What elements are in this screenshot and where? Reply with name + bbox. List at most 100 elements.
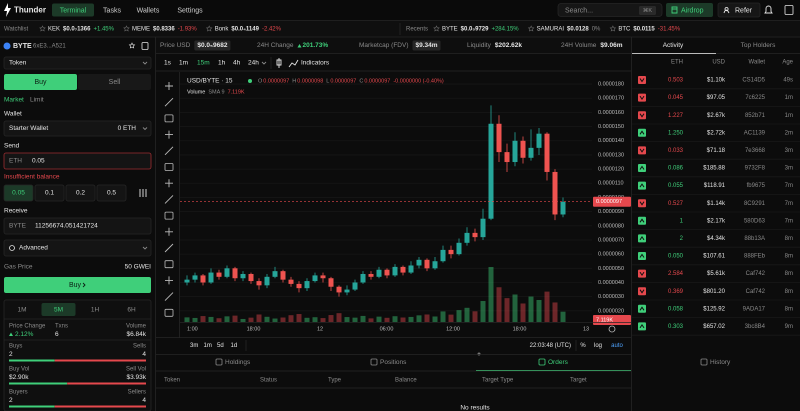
buy-tab[interactable]	[4, 74, 77, 90]
label: 0.05	[32, 158, 45, 165]
tool-icon[interactable]	[164, 97, 174, 107]
airdrop-button[interactable]	[666, 3, 713, 17]
volume-bar	[360, 315, 366, 322]
range-tab[interactable]: 6H	[127, 307, 136, 314]
trade-wallet[interactable]: Caf742	[746, 289, 766, 295]
tool-icon[interactable]	[164, 195, 174, 204]
nav-tab[interactable]: Tasks	[103, 7, 121, 14]
label: Recents	[406, 27, 428, 33]
scale-option[interactable]: auto	[611, 343, 623, 349]
trade-wallet[interactable]: fb9675	[747, 183, 766, 189]
trade-wallet[interactable]: CS14D5	[742, 78, 765, 84]
scale-option[interactable]: log	[594, 343, 602, 349]
copy-icon[interactable]	[141, 42, 149, 50]
settings-icon[interactable]	[608, 325, 616, 333]
star-icon[interactable]	[128, 42, 136, 49]
indicators-button[interactable]: Indicators	[301, 60, 330, 67]
preset-button[interactable]	[65, 184, 96, 202]
volume-bar	[264, 316, 270, 322]
tool-icon[interactable]	[164, 146, 174, 156]
preset-button[interactable]	[34, 184, 65, 202]
panel-tab[interactable]: Top Holders	[741, 42, 776, 49]
trade-wallet[interactable]: 580D63	[744, 218, 766, 224]
side-arrow	[639, 289, 645, 294]
order-type[interactable]: Market	[4, 97, 24, 104]
star-icon	[433, 25, 440, 32]
tool-icon[interactable]	[164, 243, 174, 253]
range-button[interactable]: 1m	[204, 343, 212, 349]
tool-icon[interactable]	[165, 276, 173, 285]
range-tab[interactable]: 5M	[54, 307, 63, 314]
scale-option[interactable]: %	[580, 343, 586, 349]
send-input[interactable]	[3, 152, 152, 170]
timeframe-button[interactable]: 1m	[179, 60, 188, 67]
panel-icon[interactable]	[784, 5, 794, 15]
search-box[interactable]	[557, 3, 663, 17]
trade-wallet[interactable]: 7e3668	[745, 148, 766, 154]
tool-icon[interactable]	[165, 130, 173, 139]
sell-tab[interactable]	[78, 74, 151, 90]
orders-tab[interactable]: History	[710, 359, 731, 366]
trade-wallet[interactable]: 3bc8B4	[745, 324, 766, 330]
token-select[interactable]	[3, 56, 152, 70]
trade-wallet[interactable]: 9732F8	[745, 166, 766, 172]
wallet-select[interactable]	[3, 120, 152, 137]
timeframe-button[interactable]: 4h	[233, 60, 241, 67]
range-tab[interactable]: 1H	[91, 307, 100, 314]
candle-body	[256, 281, 262, 286]
orders-tab[interactable]: Positions	[380, 359, 407, 366]
tool-icon[interactable]	[164, 114, 174, 123]
trade-eth: 0.055	[668, 183, 684, 189]
side-arrow	[639, 183, 645, 188]
y-tick-label: 0.0000030	[598, 294, 624, 300]
tool-icon[interactable]	[164, 163, 174, 171]
volume-bar	[328, 315, 334, 322]
trade-wallet[interactable]: 8C9291	[744, 201, 766, 207]
trade-wallet[interactable]: 888FEb	[744, 254, 766, 260]
buy-button[interactable]	[4, 277, 151, 293]
settings-icon[interactable]	[139, 189, 147, 197]
refer-button[interactable]	[717, 2, 761, 18]
range-button[interactable]: 3m	[190, 343, 198, 349]
trade-wallet[interactable]: 9ADA17	[743, 306, 766, 312]
advanced-toggle[interactable]	[3, 239, 152, 257]
orders-tab[interactable]: Holdings	[225, 359, 251, 366]
trade-wallet[interactable]: 7c6225	[745, 95, 765, 101]
preset-button[interactable]	[96, 184, 127, 202]
bell-icon[interactable]	[764, 5, 773, 14]
timeframe-button[interactable]: 24h	[248, 60, 259, 67]
candle-body	[344, 289, 350, 293]
trade-wallet[interactable]: AC1139	[744, 130, 766, 136]
tool-icon[interactable]	[164, 308, 174, 317]
trade-wallet[interactable]: Caf742	[746, 271, 766, 277]
range-button[interactable]: 5d	[217, 343, 224, 349]
volume-bar	[552, 302, 558, 322]
nav-tab[interactable]: Terminal	[60, 7, 87, 14]
timeframe-button[interactable]: 1s	[164, 60, 172, 67]
tool-icon[interactable]	[164, 260, 174, 269]
trade-wallet[interactable]: 88b13A	[744, 236, 765, 242]
orders-tab[interactable]: Orders	[548, 359, 569, 366]
nav-tab[interactable]: Settings	[177, 7, 203, 14]
volume-bar	[448, 314, 454, 322]
range-tab[interactable]: 1M	[17, 307, 26, 314]
nav-tab[interactable]: Wallets	[137, 7, 160, 14]
y-tick-label: 0.0000120	[598, 167, 624, 173]
logo	[4, 3, 11, 17]
candle-body	[232, 268, 238, 279]
tool-icon[interactable]	[165, 227, 173, 236]
tool-icon[interactable]	[164, 292, 174, 301]
tool-icon[interactable]	[164, 211, 174, 220]
preset-button[interactable]	[3, 184, 34, 202]
volume-bar	[464, 307, 470, 322]
trade-eth: 0.050	[668, 254, 684, 260]
timeframe-button[interactable]: 1h	[218, 60, 226, 67]
panel-tab[interactable]: Activity	[663, 42, 684, 49]
timeframe-button[interactable]: 15m	[197, 60, 210, 67]
order-type[interactable]: Limit	[30, 97, 44, 104]
tool-icon[interactable]	[165, 179, 173, 188]
trade-wallet[interactable]: 852b71	[745, 113, 766, 119]
range-button[interactable]: 1d	[231, 343, 238, 349]
tool-icon[interactable]	[165, 82, 173, 90]
